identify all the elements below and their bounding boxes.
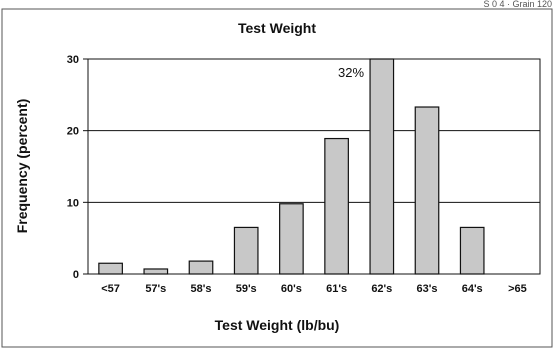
x-tick-label: 59's (236, 283, 257, 295)
x-tick-label: <57 (101, 283, 120, 295)
x-tick-label: >65 (508, 283, 527, 295)
bar-3 (233, 226, 259, 275)
y-tick-label: 10 (67, 197, 79, 209)
bars (98, 58, 485, 275)
x-tick-label: 63's (417, 283, 438, 295)
y-tick-label: 0 (73, 269, 79, 281)
annotations: 32% (338, 65, 364, 80)
chart-title: Test Weight (238, 20, 316, 36)
x-tick-label: 64's (462, 283, 483, 295)
bar-7 (414, 106, 440, 275)
bar-0 (98, 262, 123, 275)
y-axis-label: Frequency (percent) (14, 99, 30, 234)
y-tick-label: 30 (67, 54, 79, 66)
x-tick-label: 57's (145, 283, 166, 295)
x-tick-label: 58's (191, 283, 212, 295)
corner-text: S 0 4 · Grain 120 (483, 0, 552, 9)
bar-4 (279, 203, 304, 275)
bar-8 (459, 226, 485, 275)
y-tick-label: 20 (67, 126, 79, 138)
bar-2 (188, 260, 214, 275)
y-tick-labels: 0 10 20 30 (67, 54, 88, 281)
gridlines (88, 130, 540, 203)
annotation-label: 32% (338, 65, 364, 80)
x-tick-labels: <57 57's 58's 59's 60's 61's 62's 63's 64's >65 (101, 283, 526, 295)
bar-1 (143, 268, 169, 275)
bar-5 (324, 137, 349, 275)
x-tick-label: 62's (371, 283, 392, 295)
x-tick-label: 60's (281, 283, 302, 295)
x-tick-label: 61's (326, 283, 347, 295)
x-axis-label: Test Weight (lb/bu) (215, 317, 340, 333)
bar-6 (369, 58, 395, 275)
